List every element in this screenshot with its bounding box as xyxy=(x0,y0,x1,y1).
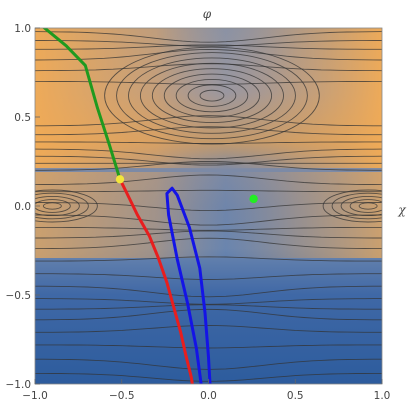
contour-lobe-0-1 xyxy=(42,202,62,210)
orange-band-mid xyxy=(35,172,382,258)
y-tick-label: 0.5 xyxy=(14,112,31,124)
x-tick-label: −1.0 xyxy=(22,390,48,402)
contour-line-5 xyxy=(35,80,382,85)
green-point xyxy=(249,194,258,204)
orange-band-top xyxy=(35,28,382,168)
red-curve xyxy=(118,177,194,384)
contour-peak-5 xyxy=(151,68,273,124)
contour-line-25 xyxy=(35,308,382,321)
contour-line-8 xyxy=(35,141,382,144)
y-tick-label: −0.5 xyxy=(6,290,32,302)
contour-line-19 xyxy=(35,237,382,250)
contour-line-24 xyxy=(35,304,382,310)
x-tick-label: 0.0 xyxy=(200,390,217,402)
x-tick-label: 1.0 xyxy=(374,390,391,402)
y-tick-label: −1.0 xyxy=(6,379,32,391)
contour-line-21 xyxy=(35,273,382,280)
contour-line-17 xyxy=(35,226,382,231)
y-tick-label: 1.0 xyxy=(14,23,31,35)
contour-line-12 xyxy=(35,160,382,171)
axis-ticks: −1.0 −0.5 0.0 0.5 1.0 −1.0 −0.5 0.0 0.5 1.0 xyxy=(6,23,391,402)
contour-line-22 xyxy=(35,285,382,298)
contour-lobe-0-2 xyxy=(35,199,71,213)
contour-line-3 xyxy=(35,49,382,61)
contour-peak-7 xyxy=(128,57,296,134)
contour-lobe-1-3 xyxy=(340,195,382,217)
contour-line-10 xyxy=(35,155,382,166)
contour-line-2 xyxy=(35,44,382,50)
contour-peak-2 xyxy=(187,84,237,107)
green-curve xyxy=(42,28,122,181)
contour-lobe-0-3 xyxy=(35,195,80,217)
contour-lobe-0-4 xyxy=(35,192,89,220)
yellow-point xyxy=(115,175,125,184)
contour-line-4 xyxy=(35,63,382,72)
curves xyxy=(42,28,212,384)
contour-lobe-1-2 xyxy=(349,199,382,213)
plot-area xyxy=(34,27,383,385)
x-axis-label: χ xyxy=(397,203,406,217)
x-tick-label: −0.5 xyxy=(109,390,135,402)
x-tick-label: 0.5 xyxy=(287,390,304,402)
contour-lobe-1-5 xyxy=(322,189,382,223)
y-tick-label: 0.0 xyxy=(14,201,31,213)
contour-lobe-0-5 xyxy=(35,189,98,223)
contour-line-18 xyxy=(35,230,382,239)
contour-line-13 xyxy=(35,174,382,186)
contour-line-20 xyxy=(35,256,382,262)
contour-line-26 xyxy=(35,325,382,333)
contour-peak-1 xyxy=(199,89,225,102)
contour-line-7 xyxy=(35,126,382,136)
contour-peak-9 xyxy=(104,46,320,145)
contour-line-14 xyxy=(35,189,382,193)
contour-line-16 xyxy=(35,214,382,226)
contour-line-6 xyxy=(35,115,382,127)
contour-peak-3 xyxy=(175,79,249,113)
contour-lobe-1-4 xyxy=(331,192,382,220)
contour-line-1 xyxy=(35,40,382,47)
markers xyxy=(115,175,258,204)
contour-peak-8 xyxy=(116,52,308,140)
contour-line-9 xyxy=(35,148,382,160)
contour-lobe-1-1 xyxy=(358,202,378,210)
contour-peak-4 xyxy=(163,73,261,118)
blue-curve xyxy=(165,186,212,384)
y-axis-label: φ xyxy=(203,7,212,21)
contour-line-0 xyxy=(35,31,382,43)
